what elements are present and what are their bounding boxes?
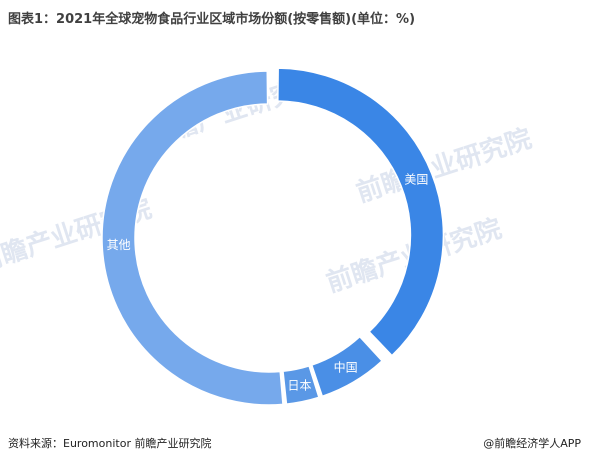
slice-label-2: 日本 xyxy=(288,378,312,392)
slice-0 xyxy=(277,67,445,357)
slice-3 xyxy=(101,70,284,406)
slice-1 xyxy=(310,335,384,398)
chart-title: 图表1：2021年全球宠物食品行业区域市场份额(按零售额)(单位：%) xyxy=(8,12,416,27)
slices-layer xyxy=(101,67,445,406)
footer: 资料来源：Euromonitor 前瞻产业研究院 @前瞻经济学人APP xyxy=(0,427,589,457)
slice-label-3: 其他 xyxy=(107,238,131,252)
brand-credit: @前瞻经济学人APP xyxy=(483,437,581,450)
slice-2 xyxy=(282,364,320,405)
slice-label-0: 美国 xyxy=(404,173,428,187)
slice-label-1: 中国 xyxy=(334,360,358,375)
source-note: 资料来源：Euromonitor 前瞻产业研究院 xyxy=(8,437,212,450)
